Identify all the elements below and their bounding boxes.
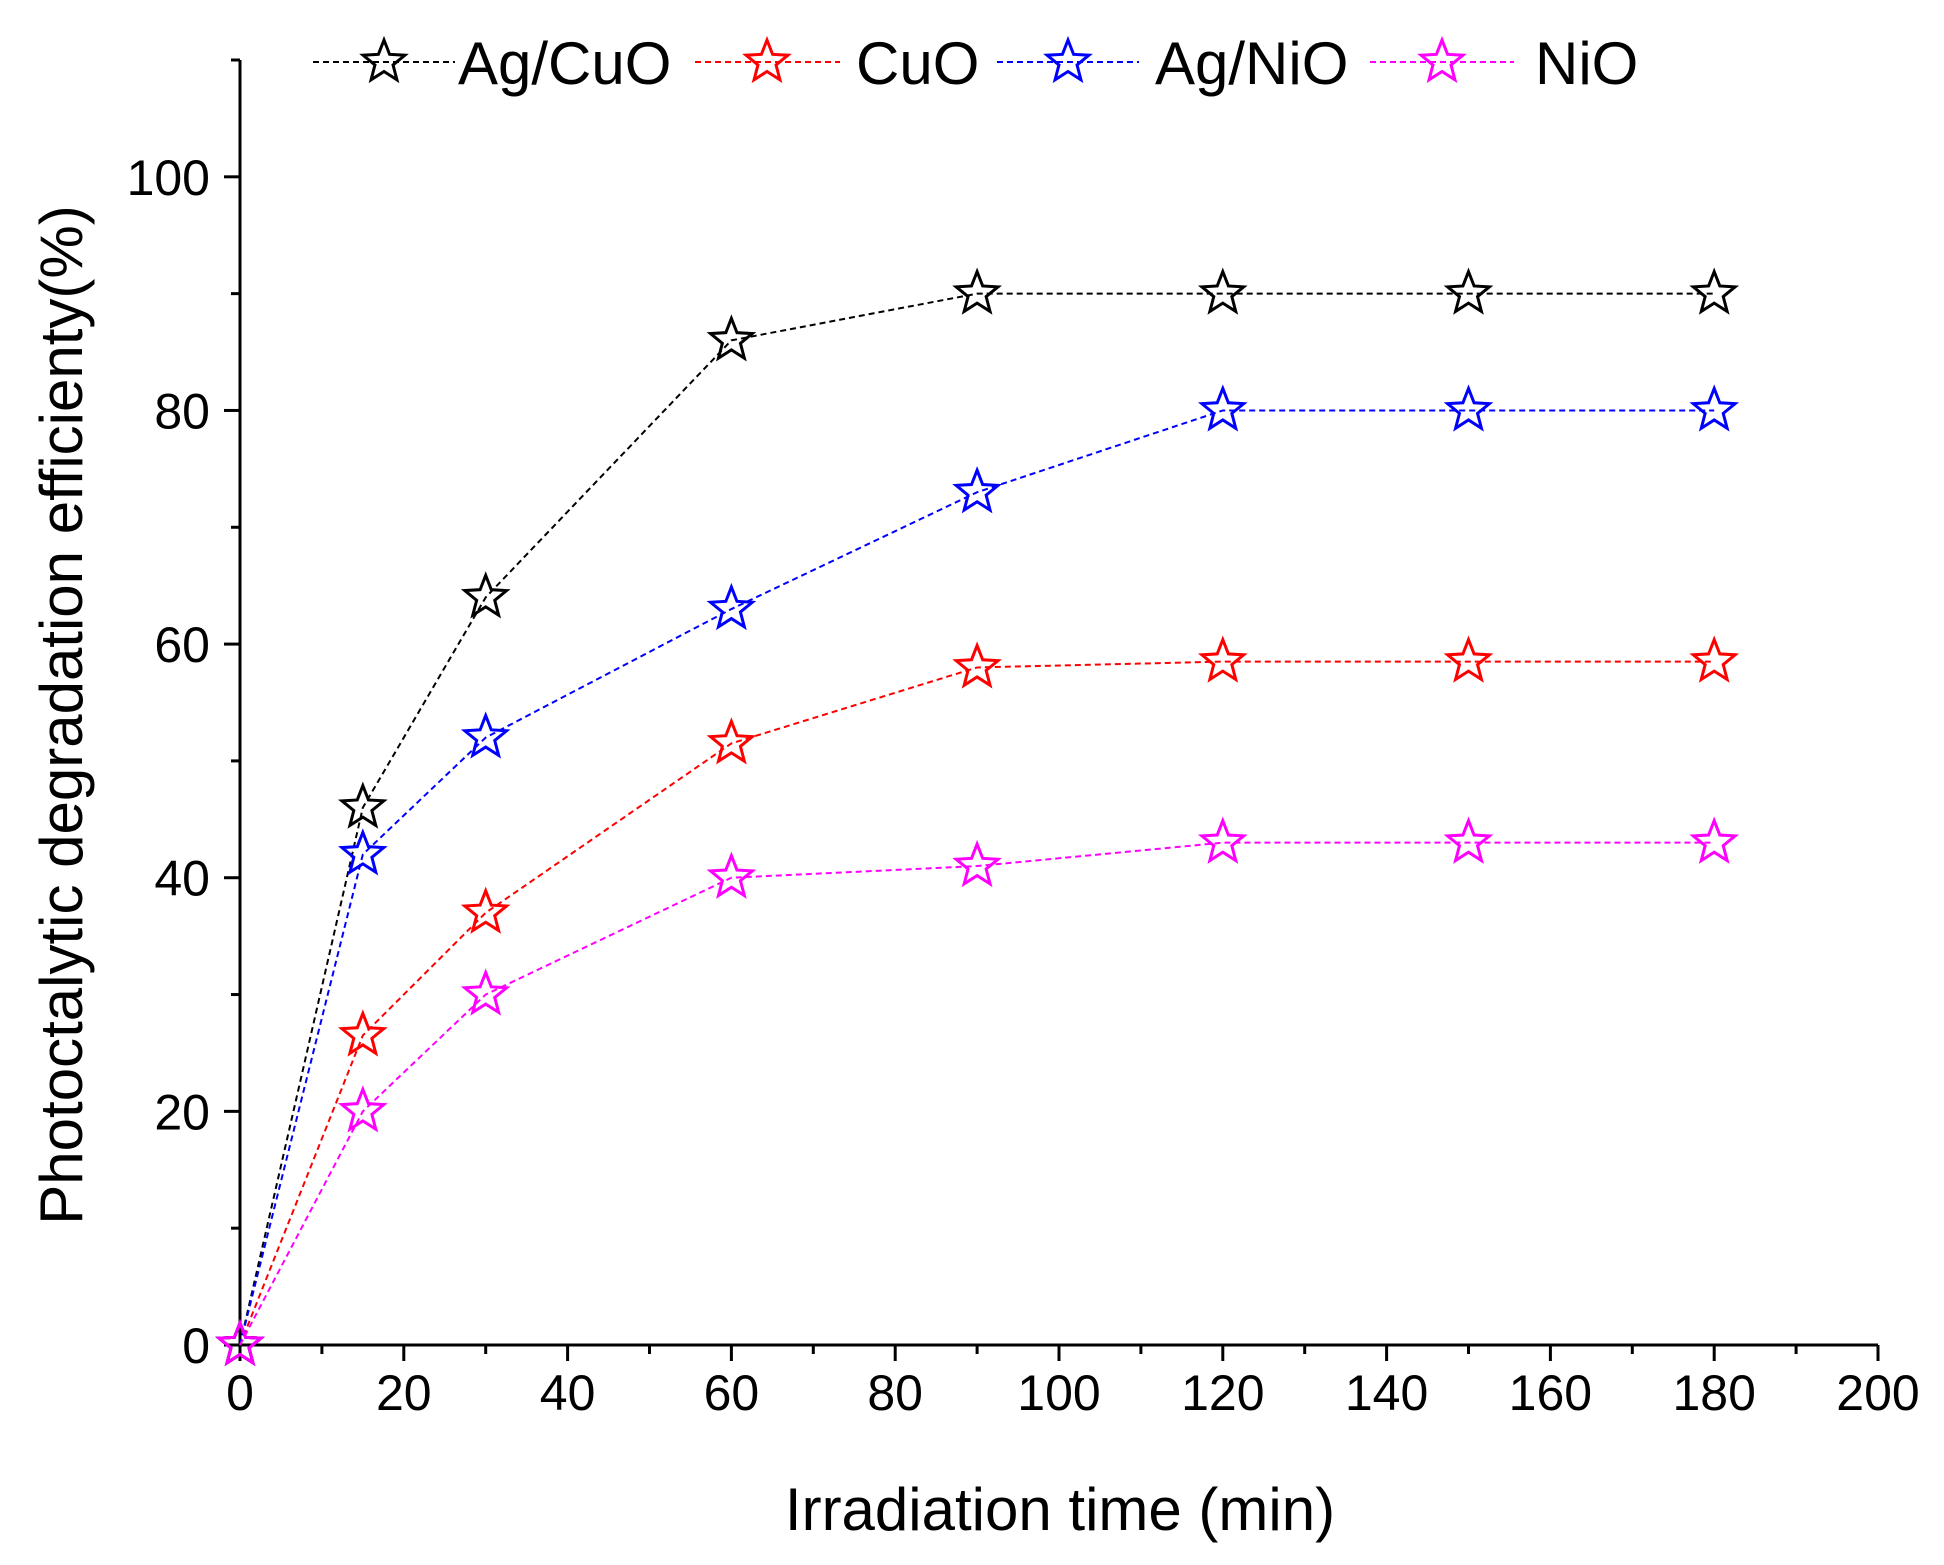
y-tick-label: 0 <box>182 1318 210 1374</box>
y-axis-title: Photoctalytic degradation efficienty(%) <box>28 205 95 1224</box>
legend-item-cuo: CuO <box>695 30 979 97</box>
legend-marker-nio <box>1417 35 1467 84</box>
data-point-ag-nio <box>1197 384 1248 432</box>
data-point-ag-nio <box>706 582 757 631</box>
data-point-ag-nio <box>338 828 388 876</box>
x-tick-label: 180 <box>1672 1365 1755 1421</box>
y-tick-label: 40 <box>154 851 210 907</box>
data-point-ag-cuo <box>460 571 511 619</box>
data-point-cuo <box>460 886 511 934</box>
data-point-nio <box>338 1085 388 1133</box>
data-point-nio <box>460 968 511 1016</box>
data-point-nio <box>706 851 757 899</box>
x-tick-label: 80 <box>867 1365 923 1421</box>
axes: 0 20 40 60 80 100 120 140 160 180 200 0 20 40 60 80 100 <box>127 58 1920 1421</box>
data-point-ag-nio <box>460 711 511 759</box>
data-point-ag-cuo <box>338 781 388 829</box>
x-tick-label: 20 <box>376 1365 432 1421</box>
x-tick-label: 40 <box>540 1365 596 1421</box>
y-tick-label: 20 <box>154 1084 210 1140</box>
data-point-cuo <box>338 1009 388 1057</box>
data-point-nio <box>952 839 1002 888</box>
y-tick-label: 60 <box>154 617 210 673</box>
legend-label-ag-cuo: Ag/CuO <box>458 30 671 97</box>
data-point-cuo <box>1689 635 1740 683</box>
legend-item-ag-cuo: Ag/CuO <box>313 30 671 97</box>
data-point-ag-nio <box>1443 384 1494 432</box>
x-tick-label: 100 <box>1017 1365 1100 1421</box>
data-point-ag-cuo <box>1197 267 1248 315</box>
data-point-cuo <box>952 641 1002 689</box>
data-point-cuo <box>706 717 757 765</box>
data-point-nio <box>1443 816 1494 864</box>
y-tick-label: 80 <box>154 383 210 439</box>
x-tick-label: 0 <box>226 1365 254 1421</box>
data-point-nio <box>215 1318 265 1367</box>
data-point-nio <box>1689 816 1740 864</box>
x-tick-label: 140 <box>1345 1365 1428 1421</box>
series-nio <box>215 816 1740 1367</box>
series-line-cuo <box>239 660 1715 1346</box>
plot-series <box>215 267 1740 1367</box>
y-tick-label: 100 <box>127 150 210 206</box>
data-point-ag-cuo <box>1689 267 1740 315</box>
legend-marker-ag-cuo <box>359 35 409 84</box>
series-line-ag-nio <box>239 409 1715 1346</box>
data-point-ag-cuo <box>952 267 1002 315</box>
legend-label-nio: NiO <box>1535 30 1638 97</box>
legend-marker-ag-nio <box>1043 35 1093 84</box>
series-ag-cuo <box>215 267 1740 1367</box>
legend-item-ag-nio: Ag/NiO <box>997 30 1348 97</box>
legend-label-ag-nio: Ag/NiO <box>1155 30 1348 97</box>
x-tick-label: 160 <box>1509 1365 1592 1421</box>
x-tick-label: 200 <box>1836 1365 1919 1421</box>
series-cuo <box>215 635 1740 1367</box>
legend-label-cuo: CuO <box>856 30 979 97</box>
data-point-nio <box>1197 816 1248 864</box>
legend: Ag/CuO CuO Ag/NiO NiO <box>313 30 1638 97</box>
data-point-cuo <box>1197 635 1248 683</box>
data-point-cuo <box>1443 635 1494 683</box>
legend-marker-cuo <box>742 35 792 84</box>
x-tick-label: 120 <box>1181 1365 1264 1421</box>
data-point-ag-nio <box>1689 384 1740 432</box>
series-line-nio <box>239 841 1715 1346</box>
data-point-ag-cuo <box>706 314 757 362</box>
data-point-ag-nio <box>952 466 1002 514</box>
series-line-ag-cuo <box>239 292 1715 1346</box>
x-axis-title: Irradiation time (min) <box>785 1476 1335 1543</box>
legend-item-nio: NiO <box>1370 30 1638 97</box>
data-point-ag-cuo <box>1443 267 1494 315</box>
x-tick-label: 60 <box>704 1365 760 1421</box>
